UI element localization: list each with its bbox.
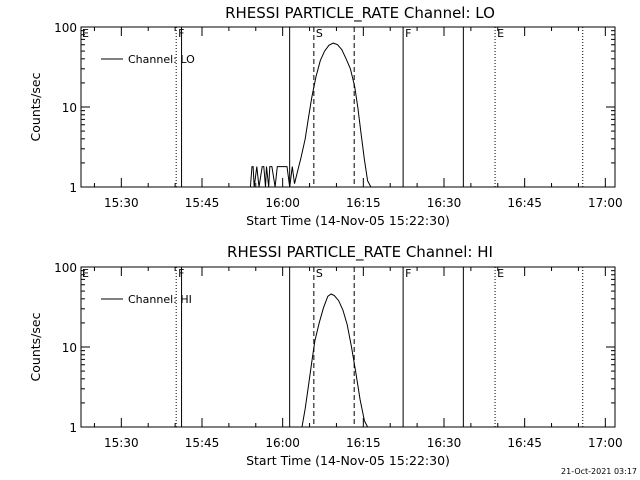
event-marker-label: F: [405, 267, 411, 280]
x-tick-label: 15:30: [104, 196, 139, 210]
y-axis-label: Counts/sec: [28, 312, 43, 381]
x-tick-label: 16:00: [265, 436, 300, 450]
timestamp: 21-Oct-2021 03:17: [561, 467, 637, 476]
y-tick-label: 100: [54, 21, 77, 35]
x-axis-label: Start Time (14-Nov-05 15:22:30): [246, 213, 450, 228]
x-tick-label: 16:30: [427, 196, 462, 210]
y-tick-label: 10: [62, 101, 77, 115]
event-marker-label: E: [497, 267, 504, 280]
chart-title: RHESSI PARTICLE_RATE Channel: HI: [227, 243, 493, 262]
x-tick-label: 16:30: [427, 436, 462, 450]
x-tick-label: 15:45: [185, 196, 220, 210]
legend-label: Channel: LO: [128, 53, 195, 66]
x-tick-label: 16:45: [507, 196, 542, 210]
x-tick-label: 15:30: [104, 436, 139, 450]
x-tick-label: 17:00: [588, 436, 623, 450]
x-tick-label: 16:15: [346, 436, 381, 450]
legend-label: Channel: HI: [128, 293, 192, 306]
y-axis-label: Counts/sec: [28, 72, 43, 141]
x-tick-label: 15:45: [185, 436, 220, 450]
x-tick-label: 16:00: [265, 196, 300, 210]
x-tick-label: 16:45: [507, 436, 542, 450]
y-tick-label: 10: [62, 341, 77, 355]
chart-title: RHESSI PARTICLE_RATE Channel: LO: [225, 4, 495, 23]
y-tick-label: 1: [69, 181, 77, 195]
event-marker-label: S: [316, 267, 323, 280]
axis-marker-label: E: [82, 267, 89, 280]
axis-marker-label: E: [82, 27, 89, 40]
x-tick-label: 17:00: [588, 196, 623, 210]
y-tick-label: 1: [69, 421, 77, 435]
panel-hi: RHESSI PARTICLE_RATE Channel: HI 15:30 15:…: [28, 243, 623, 468]
event-marker-label: F: [405, 27, 411, 40]
series-line: [246, 42, 372, 188]
y-tick-label: 100: [54, 261, 77, 275]
x-axis-label: Start Time (14-Nov-05 15:22:30): [246, 453, 450, 468]
x-tick-label: 16:15: [346, 196, 381, 210]
event-marker-label: S: [316, 27, 323, 40]
series-line: [301, 293, 369, 428]
event-marker-label: E: [497, 27, 504, 40]
panel-lo: RHESSI PARTICLE_RATE Channel: LO 15:30 15:…: [28, 4, 623, 228]
